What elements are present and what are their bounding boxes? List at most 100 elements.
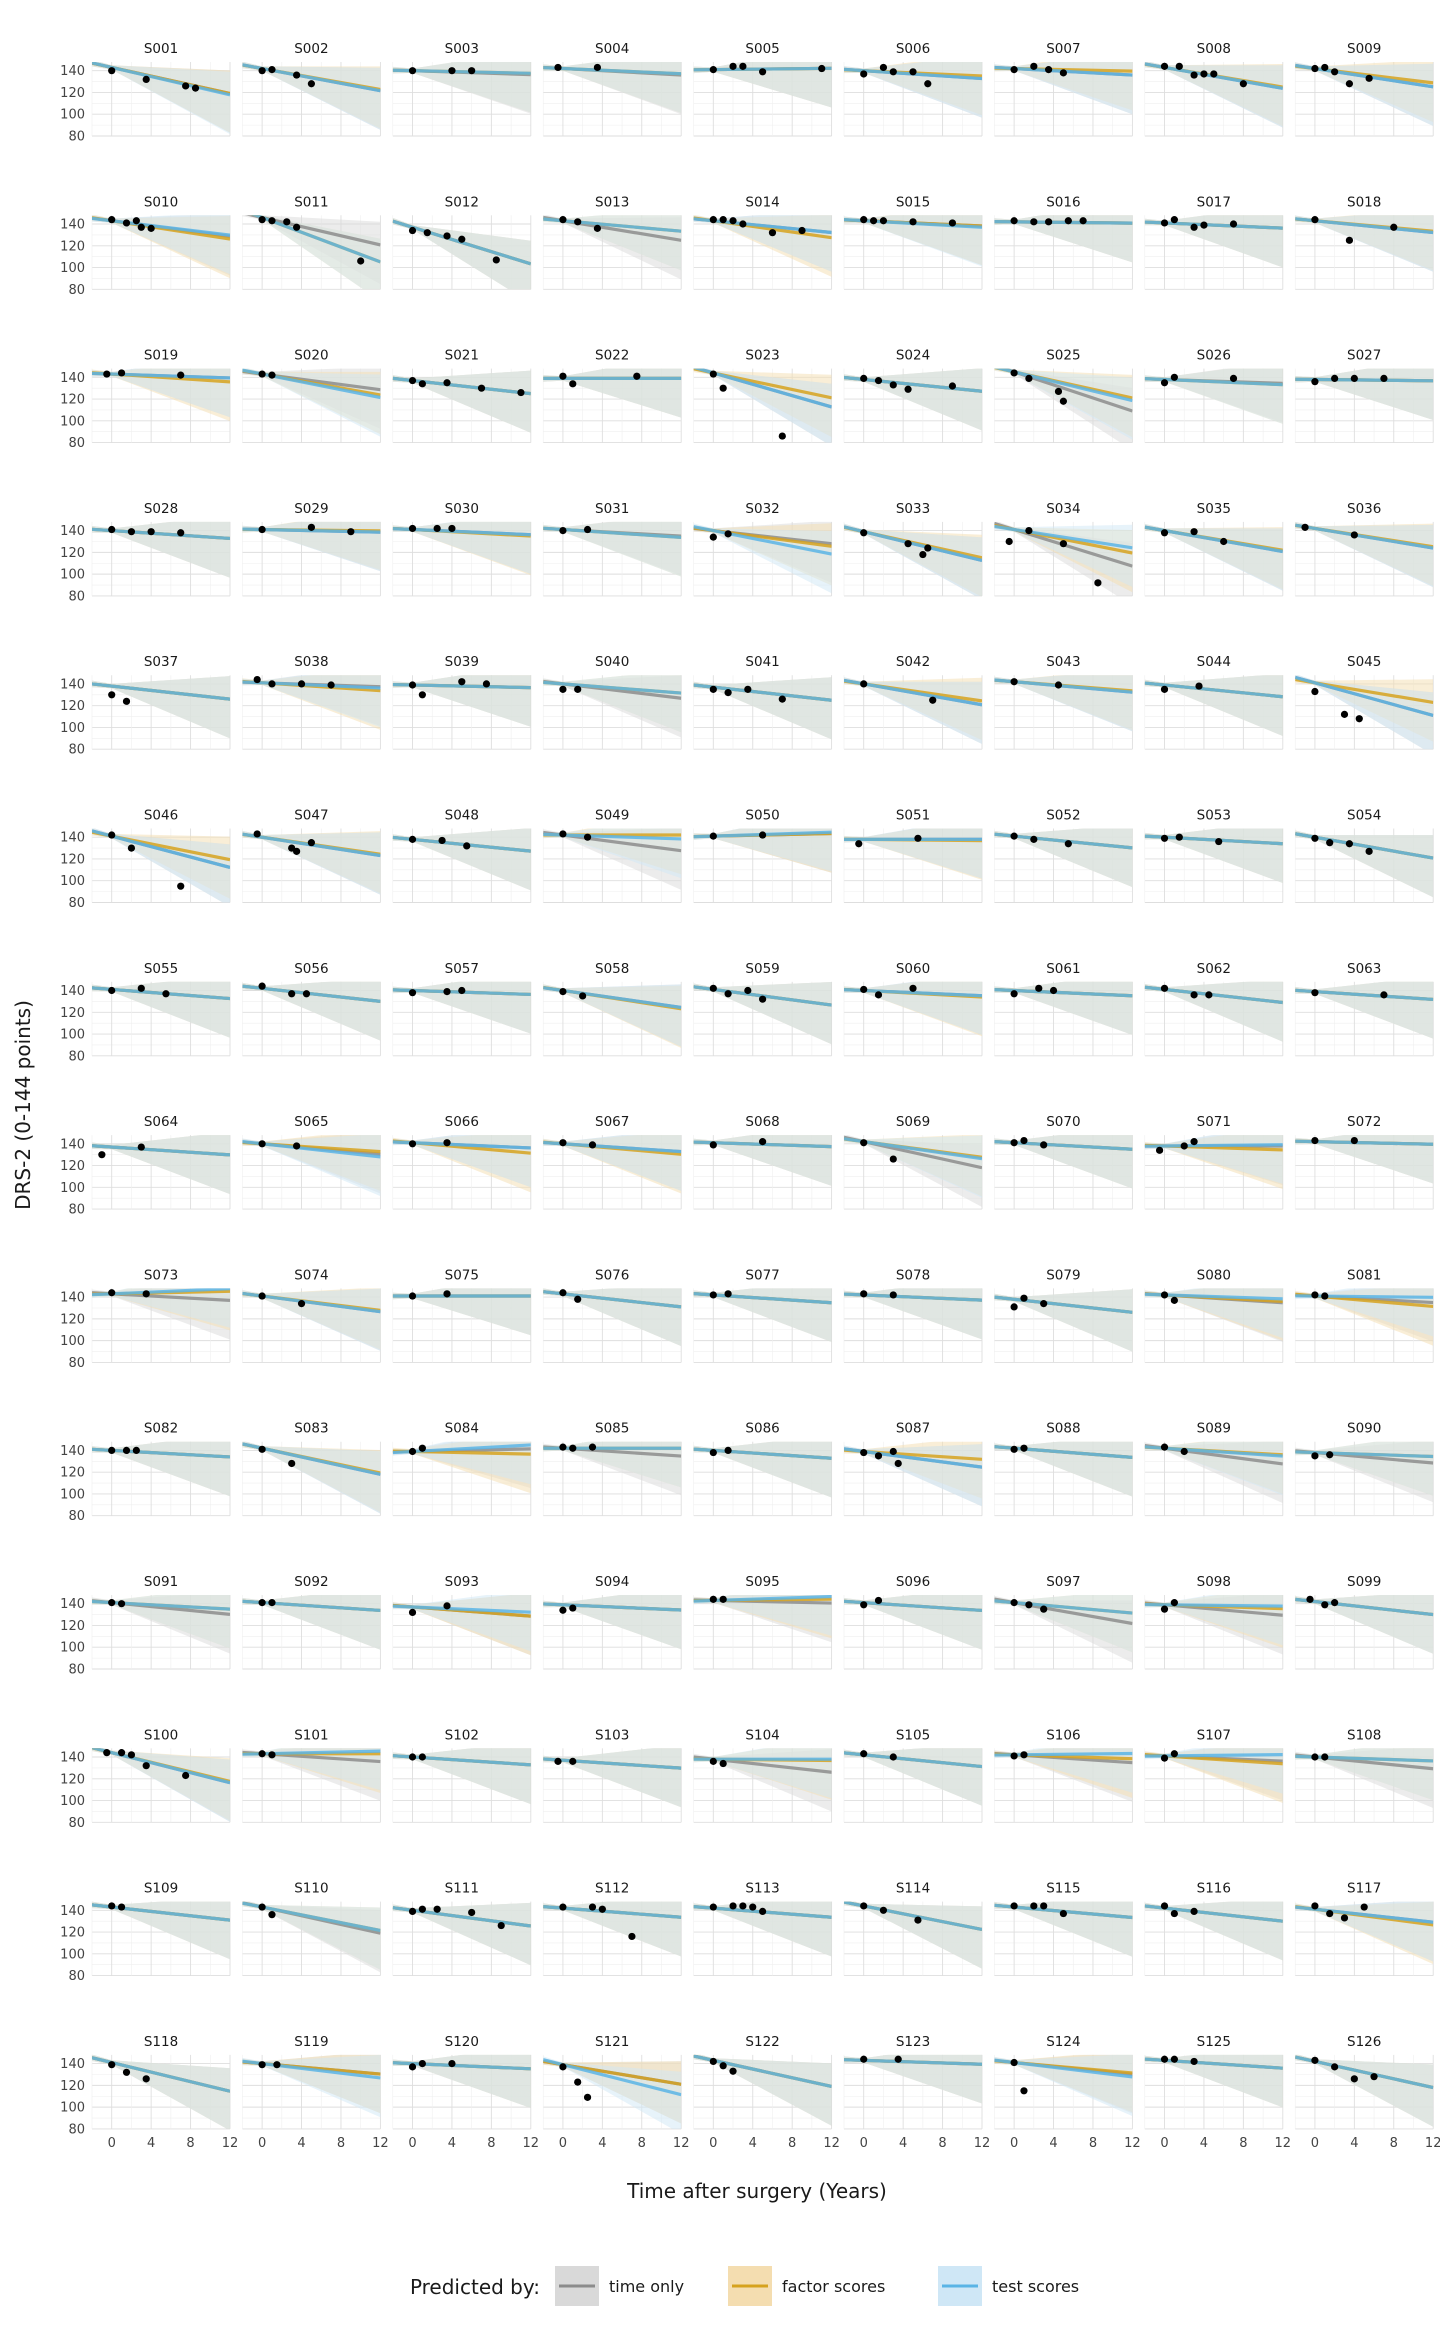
band-test <box>1295 830 1434 898</box>
panel-S060: S060 <box>843 961 983 1057</box>
y-tick-label: 120 <box>60 852 85 867</box>
data-point <box>559 1139 567 1147</box>
data-point <box>258 1292 266 1300</box>
data-point <box>108 1289 116 1297</box>
data-point <box>347 528 355 536</box>
band-test <box>693 1135 832 1186</box>
band-test <box>1295 1441 1434 1496</box>
line-test <box>1144 1904 1283 1923</box>
data-point <box>1321 63 1329 72</box>
data-point <box>147 528 155 536</box>
panel-S012: S012 <box>392 194 532 290</box>
data-point <box>1030 62 1038 70</box>
panel-S088: S088 <box>994 1421 1133 1517</box>
data-point <box>408 2063 417 2071</box>
panel-S081: S081 <box>1294 1267 1434 1363</box>
data-point <box>1190 71 1198 79</box>
data-point <box>122 697 131 705</box>
y-tick-label: 140 <box>60 371 85 386</box>
data-point <box>108 1446 116 1455</box>
data-point <box>1321 1601 1329 1609</box>
data-point <box>1160 984 1169 992</box>
data-point <box>598 1905 606 1913</box>
x-tick-label: 4 <box>598 2136 606 2151</box>
data-point <box>709 216 717 224</box>
panel-series <box>92 1441 230 1497</box>
band-test <box>1144 1288 1283 1339</box>
panel-series <box>1144 215 1283 268</box>
panel-title: S042 <box>896 654 930 670</box>
panel-S069: S069 <box>843 1114 983 1210</box>
data-point <box>443 232 451 240</box>
x-tick-label: 0 <box>408 2136 416 2151</box>
panel-title: S074 <box>294 1267 328 1283</box>
panel-S002: S002 <box>242 41 381 137</box>
x-tick-label: 0 <box>860 2136 868 2151</box>
data-point <box>258 2061 266 2069</box>
panel-S018: S018 <box>1294 194 1434 290</box>
data-point <box>583 525 592 534</box>
line-test <box>392 1604 531 1614</box>
data-point <box>1190 991 1198 999</box>
band-test <box>392 828 531 891</box>
panel-title: S034 <box>1046 501 1080 517</box>
data-point <box>1030 835 1038 843</box>
data-point <box>288 990 296 998</box>
panel-series <box>543 368 682 418</box>
panel-S004: S004 <box>542 41 682 137</box>
data-point <box>559 830 567 838</box>
panel-title: S020 <box>294 348 328 364</box>
data-point <box>739 1902 747 1910</box>
panel-S031: S031 <box>542 501 682 597</box>
data-point <box>1020 2087 1028 2095</box>
panel-title: S081 <box>1347 1267 1381 1283</box>
panel-S122: S122 0 4 8 12 <box>693 2034 840 2151</box>
panel-S107: S107 <box>1144 1727 1284 1823</box>
x-tick-label: 8 <box>638 2136 646 2151</box>
data-point <box>1170 1599 1178 1607</box>
data-point <box>1239 80 1247 88</box>
panel-title: S111 <box>445 1881 479 1897</box>
panel-S001: S001 80 100 120 140 <box>60 41 231 145</box>
line-test <box>92 1144 230 1157</box>
data-point <box>1340 710 1349 718</box>
y-tick-label: 140 <box>60 677 85 692</box>
panel-S079: S079 <box>994 1267 1133 1363</box>
panel-series <box>1144 523 1283 591</box>
data-point <box>1365 74 1373 82</box>
x-tick-label: 8 <box>1089 2136 1097 2151</box>
band-test <box>242 1288 381 1351</box>
data-point <box>108 691 116 699</box>
panel-S009: S009 <box>1294 41 1434 137</box>
panel-S095: S095 <box>693 1574 833 1670</box>
panel-series <box>693 521 832 594</box>
y-tick-label: 100 <box>60 1641 85 1656</box>
data-point <box>182 82 190 90</box>
panel-S076: S076 <box>542 1267 682 1363</box>
data-point <box>268 1751 276 1759</box>
data-point <box>1020 1751 1028 1759</box>
line-test <box>994 988 1133 998</box>
data-point <box>860 1750 868 1758</box>
y-tick-label: 100 <box>60 874 85 889</box>
data-point <box>448 67 456 75</box>
panel-S110: S110 <box>242 1881 381 1977</box>
panel-S056: S056 <box>242 961 381 1057</box>
data-point <box>588 1903 597 1911</box>
panel-title: S055 <box>144 961 178 977</box>
data-point <box>874 991 883 999</box>
y-tick-label: 80 <box>68 1509 85 1524</box>
band-test <box>844 1595 982 1650</box>
data-point <box>98 1151 106 1159</box>
data-point <box>1350 374 1358 382</box>
panel-series <box>392 1748 531 1805</box>
band-test <box>92 676 230 739</box>
panel-title: S002 <box>294 41 328 57</box>
band-test <box>994 368 1133 440</box>
data-point <box>423 229 431 237</box>
panel-S021: S021 <box>392 348 532 444</box>
band-test <box>92 1595 230 1649</box>
x-tick-label: 12 <box>823 2136 840 2151</box>
data-point <box>749 1903 757 1911</box>
data-point <box>579 992 587 1000</box>
